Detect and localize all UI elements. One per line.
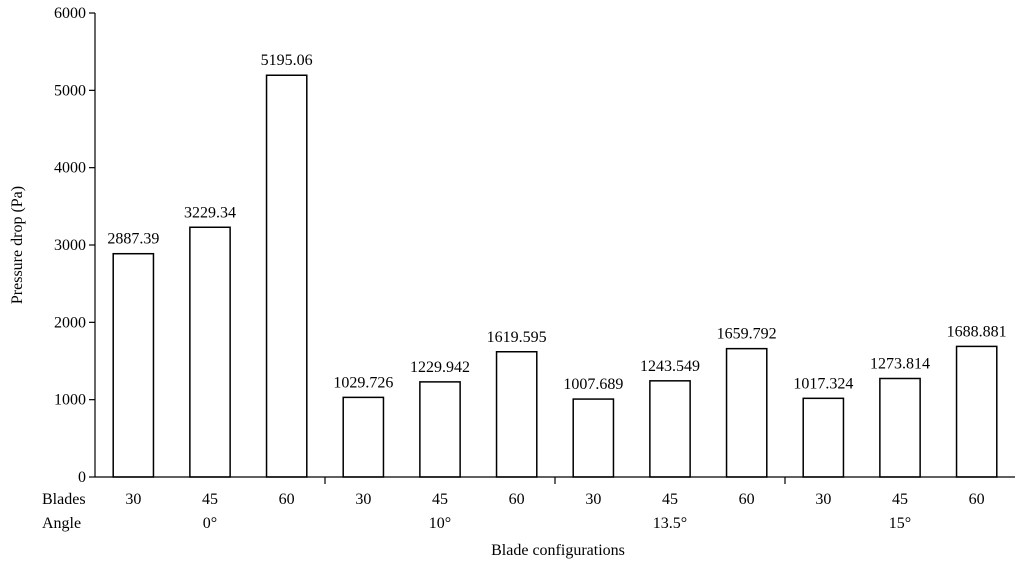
bars-layer bbox=[112, 74, 998, 478]
bar-value-label: 1273.814 bbox=[870, 355, 930, 372]
blades-tick-label: 30 bbox=[585, 491, 601, 508]
x-axis-ticks: 30 45 60 0° 30 45 60 10° 30 45 60 13.5° 30 45 60 15° bbox=[125, 477, 985, 532]
angle-tick-label: 0° bbox=[203, 515, 217, 532]
angle-tick-label: 10° bbox=[429, 515, 451, 532]
blades-tick-label: 60 bbox=[509, 491, 525, 508]
y-axis-title: Pressure drop (Pa) bbox=[9, 186, 26, 304]
blades-tick-label: 60 bbox=[739, 491, 755, 508]
y-axis-ticks: 0 1000 2000 3000 4000 5000 6000 bbox=[54, 5, 95, 486]
blades-tick-label: 45 bbox=[202, 491, 218, 508]
bar-value-label: 1243.549 bbox=[640, 358, 700, 375]
bar-value-label: 1619.595 bbox=[487, 329, 547, 346]
y-tick-label: 1000 bbox=[54, 392, 86, 409]
blades-tick-label: 60 bbox=[279, 491, 295, 508]
bar-value-label: 5195.06 bbox=[261, 52, 313, 69]
angle-tick-label: 15° bbox=[889, 515, 911, 532]
bar bbox=[495, 351, 538, 478]
row-label-angle: Angle bbox=[42, 515, 81, 532]
y-tick-label: 5000 bbox=[54, 82, 86, 99]
bar-value-label: 2887.39 bbox=[107, 231, 159, 248]
bar bbox=[419, 381, 461, 478]
blades-tick-label: 45 bbox=[432, 491, 448, 508]
bar bbox=[725, 347, 768, 478]
bar bbox=[265, 74, 308, 478]
y-tick-label: 0 bbox=[78, 469, 86, 486]
bar-value-label: 1029.726 bbox=[333, 374, 393, 391]
angle-tick-label: 13.5° bbox=[653, 515, 687, 532]
blades-tick-label: 30 bbox=[355, 491, 371, 508]
row-label-blades: Blades bbox=[42, 491, 86, 508]
blades-tick-label: 60 bbox=[969, 491, 985, 508]
bar bbox=[955, 345, 998, 478]
bar-value-label: 1007.689 bbox=[563, 376, 623, 393]
bar-value-label: 1229.942 bbox=[410, 359, 470, 376]
y-tick-label: 2000 bbox=[54, 314, 86, 331]
blades-tick-label: 30 bbox=[125, 491, 141, 508]
bar bbox=[342, 396, 385, 478]
y-tick-label: 6000 bbox=[54, 5, 86, 22]
bar bbox=[802, 397, 845, 478]
bar-value-label: 1688.881 bbox=[947, 323, 1007, 340]
x-axis-title: Blade configurations bbox=[491, 542, 625, 559]
bar bbox=[649, 380, 691, 478]
blades-tick-label: 45 bbox=[892, 491, 908, 508]
blades-tick-label: 45 bbox=[662, 491, 678, 508]
bar-value-label: 1017.324 bbox=[793, 375, 853, 392]
bar-value-label: 1659.792 bbox=[717, 326, 777, 343]
bar bbox=[189, 226, 231, 478]
bar-value-label: 3229.34 bbox=[184, 204, 236, 221]
bar bbox=[879, 377, 921, 478]
data-labels-layer: 2887.39 3229.34 5195.06 1029.726 1229.942 161… bbox=[107, 52, 1006, 393]
blades-tick-label: 30 bbox=[815, 491, 831, 508]
bar bbox=[112, 252, 155, 478]
y-tick-label: 4000 bbox=[54, 160, 86, 177]
bar bbox=[572, 398, 615, 478]
y-tick-label: 3000 bbox=[54, 237, 86, 254]
